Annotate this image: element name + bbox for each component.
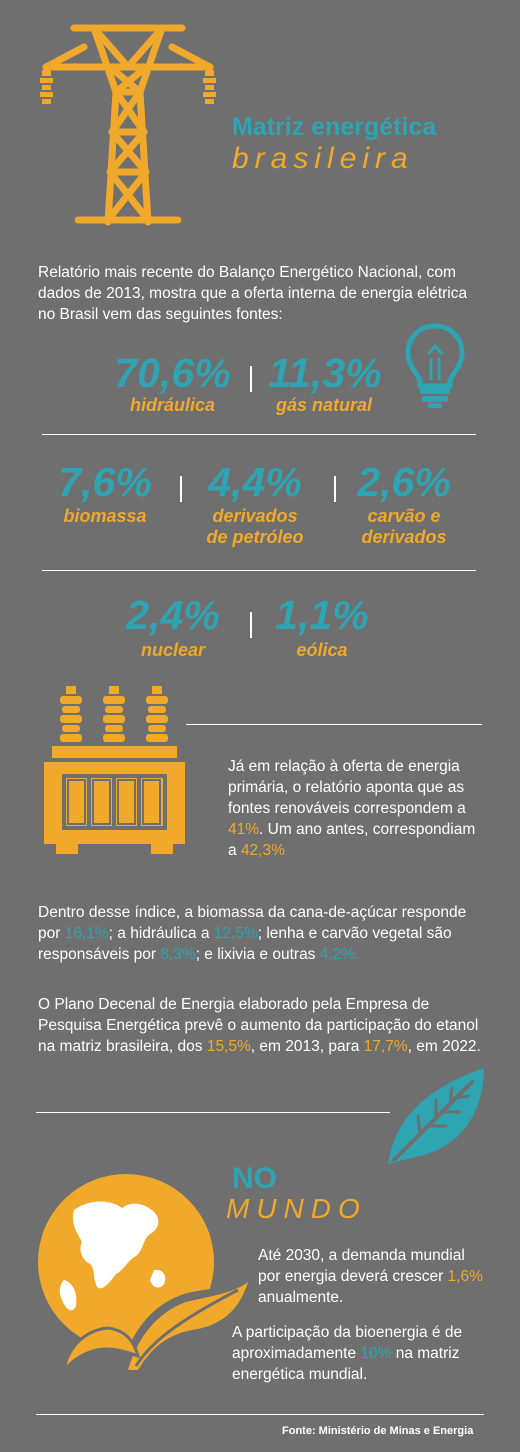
text-span: ; a hidráulica a bbox=[108, 925, 214, 942]
value-bioenergy: 10% bbox=[360, 1345, 392, 1362]
stat-biomassa-label: biomassa bbox=[63, 506, 147, 526]
label-line: de petróleo bbox=[206, 527, 304, 547]
stat-nuclear-value: 2,4% bbox=[126, 592, 220, 638]
stat-gas-natural-label: gás natural bbox=[275, 395, 373, 415]
text-span: Dentro desse índice, a biomassa da cana-… bbox=[38, 904, 467, 942]
divider bbox=[250, 612, 252, 638]
divider bbox=[250, 366, 252, 392]
intro-text: Relatório mais recente do Balanço Energé… bbox=[38, 264, 468, 323]
stat-derivados-petroleo-label: derivados de petróleo bbox=[190, 506, 320, 548]
world-title: NO bbox=[232, 1162, 277, 1195]
page-title: Matriz energética bbox=[232, 113, 437, 141]
value-demand-growth: 1,6% bbox=[447, 1268, 483, 1285]
renewable-pct-previous: 42,3% bbox=[240, 842, 285, 859]
world-demand-text: Até 2030, a demanda mundial por energia … bbox=[258, 1245, 488, 1308]
text-span: . Um ano antes, correspondiam a bbox=[228, 821, 476, 859]
label-line: derivados bbox=[361, 527, 447, 547]
footer-divider bbox=[36, 1414, 484, 1415]
text-span: ; lenha e carvão vegetal são responsávei… bbox=[38, 925, 452, 963]
renewable-pct: 41% bbox=[228, 821, 260, 838]
section-divider bbox=[42, 570, 476, 571]
stat-carvao-value: 2,6% bbox=[357, 459, 451, 505]
label-line: derivados bbox=[212, 506, 298, 526]
plan-text: O Plano Decenal de Energia elaborado pel… bbox=[38, 994, 483, 1057]
page-subtitle: brasileira bbox=[232, 142, 414, 175]
divider bbox=[334, 476, 336, 502]
text-span: anualmente. bbox=[258, 1289, 344, 1306]
stat-biomassa-value: 7,6% bbox=[58, 459, 152, 505]
text-span: , em 2022. bbox=[407, 1038, 481, 1055]
stat-eolica-value: 1,1% bbox=[275, 592, 369, 638]
light-bulb-icon bbox=[405, 323, 465, 408]
stat-hidraulica-value: 70,6% bbox=[114, 350, 231, 396]
value-etanol-2013: 15,5% bbox=[206, 1038, 251, 1055]
value-cana: 16,1% bbox=[64, 925, 109, 942]
stat-eolica-label: eólica bbox=[296, 640, 348, 660]
breakdown-text: Dentro desse índice, a biomassa da cana-… bbox=[38, 902, 488, 965]
stat-hidraulica-label: hidráulica bbox=[129, 395, 216, 415]
transformer-icon bbox=[44, 686, 185, 854]
source-credit: Fonte: Ministério de Minas e Energia bbox=[282, 1425, 474, 1437]
transmission-tower-icon bbox=[40, 24, 216, 226]
stat-gas-natural-value: 11,3% bbox=[268, 350, 382, 396]
world-subtitle: MUNDO bbox=[226, 1193, 367, 1224]
stat-derivados-petroleo-value: 4,4% bbox=[208, 459, 302, 505]
value-etanol-2022: 17,7% bbox=[363, 1038, 408, 1055]
label-line: carvão e bbox=[367, 506, 441, 526]
text-span: , em 2013, para bbox=[250, 1038, 364, 1055]
value-hidraulica: 12,5% bbox=[213, 925, 258, 942]
text-span: na matriz energética mundial. bbox=[232, 1345, 460, 1383]
text-span: A participação da bioenergia é de aproxi… bbox=[232, 1324, 463, 1362]
text-span: ; e lixivia e outras bbox=[195, 946, 320, 963]
value-lenha: 8,3% bbox=[160, 946, 196, 963]
text-span: Já em relação à oferta de energia primár… bbox=[228, 758, 466, 817]
world-bioenergy-text: A participação da bioenergia é de aproxi… bbox=[232, 1322, 490, 1385]
primary-energy-text: Já em relação à oferta de energia primár… bbox=[228, 756, 483, 861]
stat-carvao-label: carvão e derivados bbox=[344, 506, 464, 548]
globe-plant-icon bbox=[38, 1174, 254, 1370]
text-span: O Plano Decenal de Energia elaborado pel… bbox=[38, 996, 479, 1055]
section-divider bbox=[36, 1112, 390, 1113]
section-divider bbox=[186, 724, 482, 725]
text-span: Até 2030, a demanda mundial por energia … bbox=[258, 1247, 465, 1285]
divider bbox=[180, 476, 182, 502]
leaf-icon bbox=[388, 1068, 484, 1164]
section-divider bbox=[42, 434, 476, 435]
stat-nuclear-label: nuclear bbox=[140, 640, 206, 660]
value-lixivia: 4,2%. bbox=[319, 946, 360, 963]
